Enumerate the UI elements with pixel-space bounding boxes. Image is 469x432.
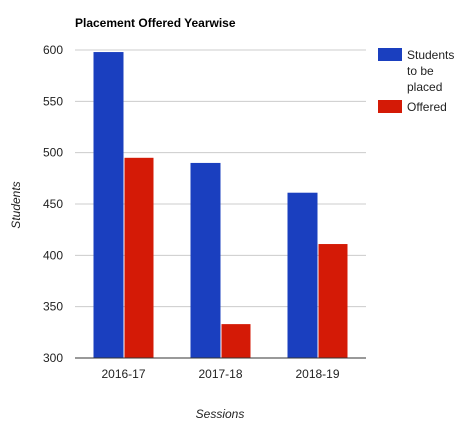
bar-students-to-be-placed-2017-18 bbox=[190, 162, 221, 358]
x-tick-label: 2017-18 bbox=[198, 367, 242, 381]
legend-label: Students to be placed bbox=[407, 48, 454, 94]
y-tick-label: 400 bbox=[43, 248, 63, 262]
legend-swatch bbox=[378, 48, 402, 61]
y-tick-label: 450 bbox=[43, 197, 63, 211]
chart-title: Placement Offered Yearwise bbox=[75, 16, 236, 30]
legend-item-offered: Offered bbox=[378, 100, 447, 114]
bar-students-to-be-placed-2018-19 bbox=[287, 192, 318, 358]
bar-offered-2018-19 bbox=[318, 244, 348, 358]
x-axis-ticks: 2016-17 2017-18 2018-19 bbox=[101, 367, 339, 381]
x-tick-label: 2016-17 bbox=[101, 367, 145, 381]
bars bbox=[93, 52, 348, 358]
y-tick-label: 500 bbox=[43, 146, 63, 160]
y-tick-label: 550 bbox=[43, 94, 63, 108]
legend-label: Offered bbox=[407, 100, 447, 114]
legend-item-students-to-be-placed: Students to be placed bbox=[378, 48, 454, 94]
x-axis-title: Sessions bbox=[196, 407, 245, 421]
bar-offered-2016-17 bbox=[124, 157, 154, 358]
bar-students-to-be-placed-2016-17 bbox=[93, 52, 124, 358]
y-tick-label: 300 bbox=[43, 351, 63, 365]
y-axis-title: Students bbox=[9, 181, 23, 228]
bar-offered-2017-18 bbox=[221, 324, 251, 358]
x-tick-label: 2018-19 bbox=[295, 367, 339, 381]
y-tick-label: 600 bbox=[43, 43, 63, 57]
y-axis-ticks: 600 550 500 450 400 350 300 bbox=[43, 43, 63, 365]
legend-swatch bbox=[378, 100, 402, 113]
y-tick-label: 350 bbox=[43, 300, 63, 314]
legend: Students to be placed Offered bbox=[378, 48, 454, 114]
